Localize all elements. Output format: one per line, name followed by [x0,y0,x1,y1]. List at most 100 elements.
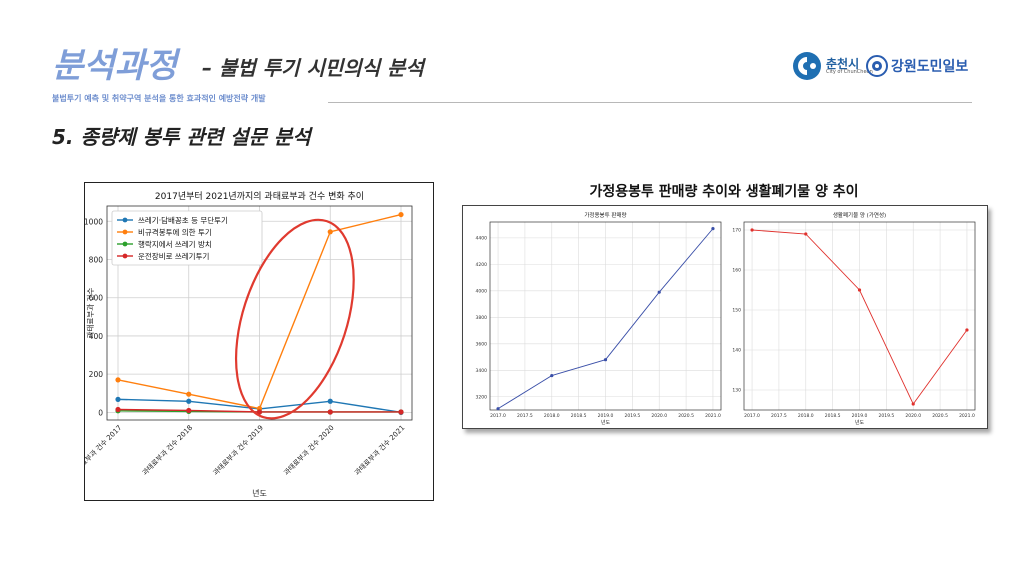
plot-area-frame [106,205,413,421]
y-tick-label: 0 [98,408,103,417]
legend-swatch-marker [122,241,128,247]
data-point [603,358,608,362]
data-point [327,229,333,235]
legend-swatch-marker [122,217,128,223]
y-tick-label: 4000 [476,288,488,294]
y-tick-label: 150 [732,308,741,314]
legend-swatch-marker [122,253,128,259]
data-point [657,290,661,294]
legend-label: 비규격봉투에 의한 투기 [138,227,212,237]
data-point [804,232,808,236]
x-tick-label: 2018.0 [544,413,560,419]
x-tick-label: 2017.0 [744,413,760,419]
fine-count-chart-svg: 2017년부터 2021년까지의 과태료부과 건수 변화 추이 0 200 400 60… [69,191,413,498]
x-tick-label: 2018.5 [825,413,841,419]
x-tick-label: 과태료부과 건수 2020 [282,423,336,477]
x-tick-label: 2020.5 [678,413,694,419]
y-tick-label: 400 [89,332,104,341]
x-tick-label: 2020.5 [932,413,948,419]
y-tick-label: 600 [89,294,104,303]
y-tick-label: 1000 [85,217,103,226]
data-point [115,396,121,402]
chuncheon-en: City of ChunCheon [826,68,873,75]
x-tick-label: 과태료부과 건수 2019 [211,423,265,477]
x-tick-label: 2018.0 [798,413,814,419]
data-point [398,211,404,218]
x-tick-label: 2017.5 [771,413,787,419]
gangwon-logo: 강원도민일보 [866,46,968,86]
data-point [256,409,263,415]
x-tick-label: 과태료부과 건수 2021 [352,423,406,477]
x-axis-label: 년도 [252,488,267,498]
legend-label: 쓰레기·담배꽁초 등 무단투기 [138,215,228,225]
x-tick-label: 2019.0 [598,413,614,419]
x-tick-label: 2019.0 [852,413,868,419]
y-axis-label: 과태료부과 건수 [85,288,95,339]
chuncheon-emblem-icon [793,52,821,80]
y-tick-label: 130 [732,388,741,394]
y-tick-label: 3200 [476,394,488,400]
data-point [186,398,192,404]
data-point [186,391,192,397]
y-tick-label: 3600 [476,341,488,347]
x-tick-label: 2020.0 [905,413,921,419]
section-title: 5. 종량제 봉투 관련 설문 분석 [52,125,311,149]
data-point [115,406,121,413]
data-point [327,398,333,404]
y-tick-label: 160 [732,268,741,274]
y-tick-label: 170 [732,228,741,234]
page-title: 분석과정 [52,46,178,86]
y-tick-label: 140 [732,348,741,354]
header-divider [328,102,972,103]
data-point [750,228,754,232]
data-point [115,377,121,383]
x-tick-label: 과태료부과 건수 2018 [140,423,194,477]
y-tick-label: 4200 [476,262,488,268]
y-tick-label: 200 [89,370,104,379]
x-axis-label: 년도 [855,419,865,426]
x-tick-label: 2021.0 [959,413,975,419]
data-point [965,328,969,332]
legend-swatch-marker [122,229,128,235]
data-point [911,402,915,406]
x-tick-label: 2017.5 [517,413,533,419]
fine-count-chart: 2017년부터 2021년까지의 과태료부과 건수 변화 추이 0 200 400 60… [69,182,434,501]
x-axis-label: 년도 [601,419,611,426]
y-tick-label: 4400 [476,235,488,241]
subplot-frame [743,221,976,411]
x-tick-label: 2019.5 [624,413,640,419]
chart-title: 2017년부터 2021년까지의 과태료부과 건수 변화 추이 [155,191,364,202]
chuncheon-logo: 춘천시 City of ChunCheon [792,46,873,86]
y-tick-label: 3400 [476,368,488,374]
x-tick-label: 2017.0 [490,413,506,419]
page-title-sub: – 불법 투기 시민의식 분석 [202,56,424,80]
chuncheon-name: 춘천시 [826,56,860,71]
legend-label: 행락지에서 쓰레기 방치 [138,239,212,249]
legend-box [111,210,263,266]
data-point [857,288,862,292]
x-tick-label: 2021.0 [705,413,721,419]
data-point [398,409,404,415]
data-point [496,407,500,411]
right-figure-title: 가정용봉투 판매량 추이와 생활폐기물 양 추이 [589,184,859,200]
bag-waste-figure-svg: 가정용봉투 판매량 3200 3400 3600 3800 4000 4200 4400 201… [476,211,976,426]
gangwon-name: 강원도민일보 [891,59,969,75]
y-tick-label: 800 [89,256,104,265]
subplot-title: 가정용봉투 판매량 [584,211,626,219]
data-point [711,227,715,231]
gangwon-emblem-icon [866,55,888,77]
data-point [186,407,192,414]
x-tick-label: 과태료부과 건수 2017 [85,423,123,477]
highlight-ellipse [234,218,355,420]
x-tick-label: 2019.5 [878,413,894,419]
project-subtitle: 불법투기 예측 및 취약구역 분석을 통한 효과적인 예방전략 개발 [52,94,266,103]
x-tick-label: 2018.5 [571,413,587,419]
subplot-frame [489,221,722,411]
y-tick-label: 3800 [476,315,488,321]
data-point [327,409,333,415]
x-tick-label: 2020.0 [651,413,667,419]
legend-label: 운전장비로 쓰레기투기 [138,251,209,261]
bag-waste-figure: 가정용봉투 판매량 3200 3400 3600 3800 4000 4200 4400 201… [462,205,988,429]
subplot-title: 생활폐기물 양 (가연성) [833,211,886,219]
data-point [550,373,554,378]
